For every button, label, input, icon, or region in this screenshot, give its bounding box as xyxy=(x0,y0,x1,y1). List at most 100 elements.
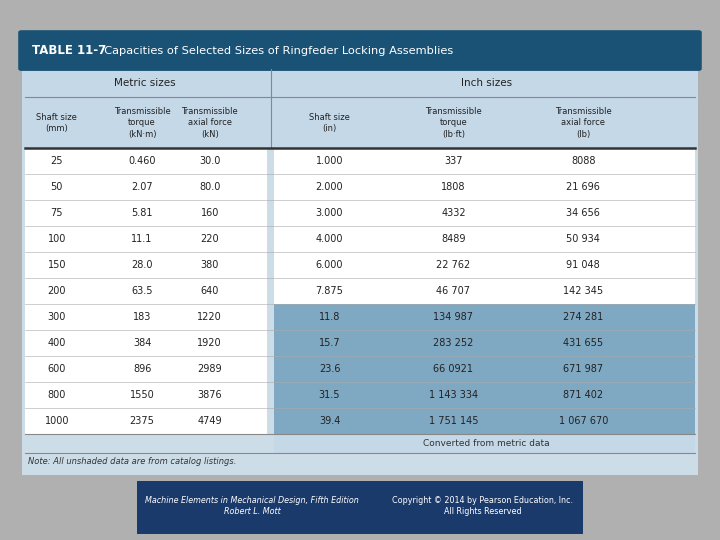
Bar xyxy=(274,279,695,305)
Text: 160: 160 xyxy=(201,208,219,218)
Bar xyxy=(25,408,267,435)
FancyBboxPatch shape xyxy=(15,28,705,480)
Text: 34 656: 34 656 xyxy=(567,208,600,218)
Bar xyxy=(274,226,695,252)
Bar xyxy=(25,330,267,356)
Bar xyxy=(274,174,695,200)
Bar xyxy=(274,408,695,435)
Text: 1 143 334: 1 143 334 xyxy=(429,390,478,401)
Text: Inch sizes: Inch sizes xyxy=(461,78,512,88)
Bar xyxy=(274,382,695,408)
Text: 220: 220 xyxy=(200,234,219,245)
Text: Transmissible
torque
(lb·ft): Transmissible torque (lb·ft) xyxy=(425,107,482,139)
Text: 3.000: 3.000 xyxy=(316,208,343,218)
Text: 30.0: 30.0 xyxy=(199,157,220,166)
Text: 380: 380 xyxy=(201,260,219,271)
Text: 7.875: 7.875 xyxy=(315,286,343,296)
Bar xyxy=(274,200,695,226)
Bar xyxy=(137,481,583,534)
Bar xyxy=(274,330,695,356)
Text: 134 987: 134 987 xyxy=(433,313,473,322)
Text: 11.8: 11.8 xyxy=(319,313,341,322)
Text: 896: 896 xyxy=(133,364,151,374)
Text: 431 655: 431 655 xyxy=(563,339,603,348)
Text: 283 252: 283 252 xyxy=(433,339,474,348)
Bar xyxy=(22,98,698,148)
Text: Shaft size
(in): Shaft size (in) xyxy=(309,113,350,133)
Text: 1 067 670: 1 067 670 xyxy=(559,416,608,427)
Text: 1000: 1000 xyxy=(45,416,69,427)
Text: 2989: 2989 xyxy=(197,364,222,374)
Bar xyxy=(274,252,695,279)
Text: Copyright © 2014 by Pearson Education, Inc.
All Rights Reserved: Copyright © 2014 by Pearson Education, I… xyxy=(392,496,573,516)
Bar xyxy=(25,226,267,252)
Text: 2.07: 2.07 xyxy=(131,183,153,192)
Text: 1.000: 1.000 xyxy=(316,157,343,166)
Text: 1 751 145: 1 751 145 xyxy=(428,416,478,427)
FancyBboxPatch shape xyxy=(18,30,702,71)
Text: 183: 183 xyxy=(133,313,151,322)
Text: Metric sizes: Metric sizes xyxy=(114,78,175,88)
Text: 274 281: 274 281 xyxy=(563,313,603,322)
Text: 1920: 1920 xyxy=(197,339,222,348)
Text: 25: 25 xyxy=(50,157,63,166)
Text: 8489: 8489 xyxy=(441,234,466,245)
Text: 3876: 3876 xyxy=(197,390,222,401)
Text: 11.1: 11.1 xyxy=(131,234,153,245)
Text: 8088: 8088 xyxy=(571,157,595,166)
Text: 2.000: 2.000 xyxy=(316,183,343,192)
Text: Capacities of Selected Sizes of Ringfeder Locking Assemblies: Capacities of Selected Sizes of Ringfede… xyxy=(97,45,454,56)
Text: 66 0921: 66 0921 xyxy=(433,364,473,374)
Text: 15.7: 15.7 xyxy=(319,339,341,348)
Text: 28.0: 28.0 xyxy=(131,260,153,271)
Text: 4749: 4749 xyxy=(197,416,222,427)
Text: Shaft size
(mm): Shaft size (mm) xyxy=(36,113,77,133)
Text: TABLE 11-7: TABLE 11-7 xyxy=(32,44,106,57)
Text: 1220: 1220 xyxy=(197,313,222,322)
Bar xyxy=(274,356,695,382)
Bar xyxy=(274,435,695,453)
Text: 100: 100 xyxy=(48,234,66,245)
Text: 63.5: 63.5 xyxy=(131,286,153,296)
Text: 0.460: 0.460 xyxy=(128,157,156,166)
Text: 800: 800 xyxy=(48,390,66,401)
Text: 150: 150 xyxy=(48,260,66,271)
Bar xyxy=(25,356,267,382)
Text: 2375: 2375 xyxy=(130,416,155,427)
Bar xyxy=(25,279,267,305)
Text: 600: 600 xyxy=(48,364,66,374)
Text: Transmissible
axial force
(lb): Transmissible axial force (lb) xyxy=(555,107,612,139)
Text: 50: 50 xyxy=(50,183,63,192)
Text: 75: 75 xyxy=(50,208,63,218)
Bar xyxy=(25,382,267,408)
Text: 871 402: 871 402 xyxy=(563,390,603,401)
Text: 1808: 1808 xyxy=(441,183,466,192)
Text: 31.5: 31.5 xyxy=(319,390,341,401)
Bar xyxy=(274,148,695,174)
Text: Transmissible
torque
(kN·m): Transmissible torque (kN·m) xyxy=(114,107,171,139)
Bar xyxy=(274,305,695,330)
Bar xyxy=(25,148,267,174)
Text: 5.81: 5.81 xyxy=(131,208,153,218)
Text: Converted from metric data: Converted from metric data xyxy=(423,439,549,448)
Bar xyxy=(25,252,267,279)
Text: 23.6: 23.6 xyxy=(319,364,341,374)
Text: 384: 384 xyxy=(133,339,151,348)
Text: 640: 640 xyxy=(201,286,219,296)
Text: 50 934: 50 934 xyxy=(567,234,600,245)
Text: Transmissible
axial force
(kN): Transmissible axial force (kN) xyxy=(181,107,238,139)
Text: 39.4: 39.4 xyxy=(319,416,341,427)
Text: 200: 200 xyxy=(48,286,66,296)
Text: Machine Elements in Mechanical Design, Fifth Edition
Robert L. Mott: Machine Elements in Mechanical Design, F… xyxy=(145,496,359,516)
Text: 4.000: 4.000 xyxy=(316,234,343,245)
Text: 4332: 4332 xyxy=(441,208,466,218)
Text: 22 762: 22 762 xyxy=(436,260,471,271)
Text: 91 048: 91 048 xyxy=(567,260,600,271)
Text: 300: 300 xyxy=(48,313,66,322)
Text: 80.0: 80.0 xyxy=(199,183,220,192)
Text: 1550: 1550 xyxy=(130,390,155,401)
Text: 46 707: 46 707 xyxy=(436,286,470,296)
Text: 6.000: 6.000 xyxy=(316,260,343,271)
Text: 337: 337 xyxy=(444,157,463,166)
Text: Note: All unshaded data are from catalog listings.: Note: All unshaded data are from catalog… xyxy=(28,457,237,467)
